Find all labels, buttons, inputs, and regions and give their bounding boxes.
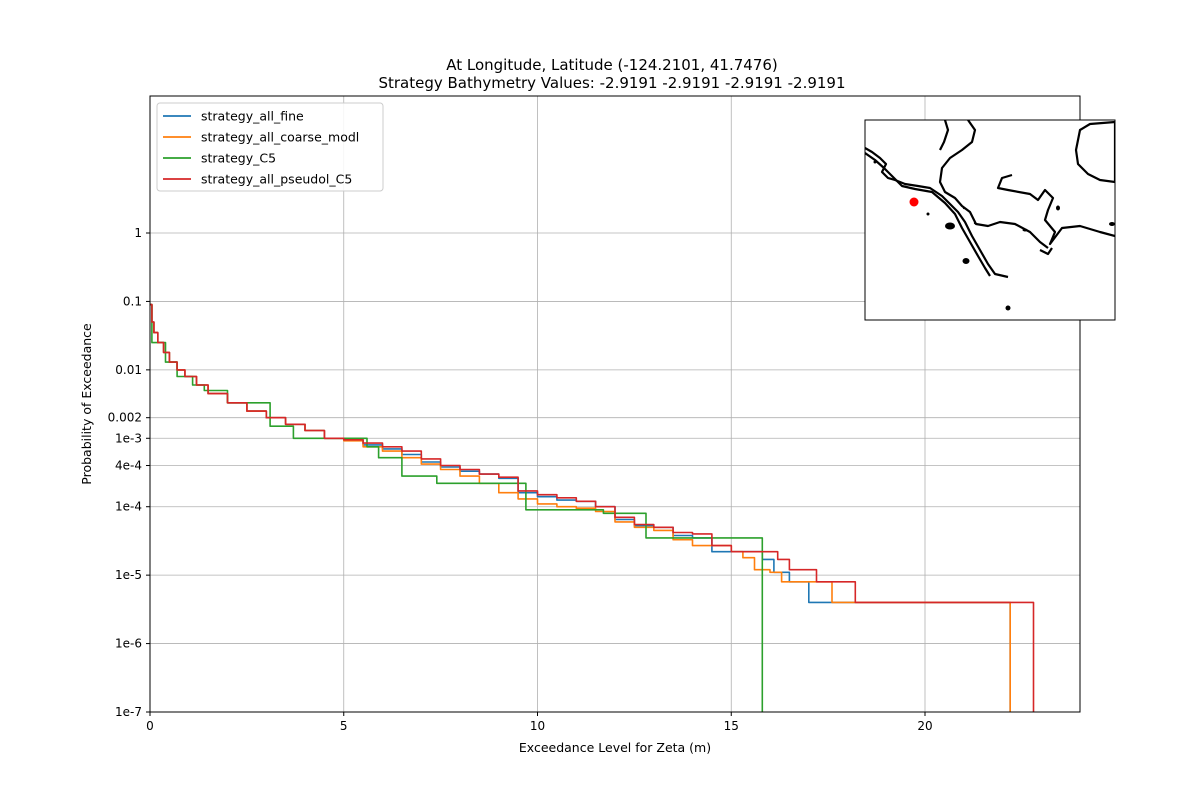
y-tick-label: 1e-3 — [115, 431, 142, 445]
x-tick-label: 0 — [146, 719, 154, 733]
legend-box — [156, 102, 384, 192]
legend-label: strategy_C5 — [201, 151, 276, 166]
x-tick-label: 20 — [917, 719, 932, 733]
plot-frame — [149, 95, 1081, 713]
y-tick-label: 0.002 — [108, 411, 142, 425]
y-tick-label: 1e-5 — [115, 568, 142, 582]
y-tick-label: 4e-4 — [115, 459, 142, 473]
inset-map — [864, 119, 1116, 321]
legend-label: strategy_all_fine — [201, 109, 304, 124]
series-line-strategy_all_coarse_modl — [150, 303, 1011, 712]
x-tick-label: 5 — [340, 719, 348, 733]
coastline-outline — [865, 120, 1115, 279]
x-axis-label: Exceedance Level for Zeta (m) — [519, 740, 711, 755]
y-tick-label: 0.01 — [115, 363, 142, 377]
location-marker — [909, 197, 919, 207]
series-line-strategy_C5 — [150, 303, 764, 712]
y-tick-label: 1e-4 — [115, 500, 142, 514]
islands — [873, 160, 1115, 311]
y-axis-label: Probability of Exceedance — [79, 323, 94, 485]
y-tick-label: 1e-6 — [115, 637, 142, 651]
x-tick-label: 10 — [530, 719, 545, 733]
legend-label: strategy_all_pseudol_C5 — [201, 172, 352, 187]
y-tick-label: 1 — [134, 226, 142, 240]
inset-map-frame — [864, 119, 1116, 321]
x-tick-label: 15 — [724, 719, 739, 733]
legend-label: strategy_all_coarse_modl — [201, 130, 359, 145]
axis-ticks: 0 5 10 15 20 1 0.1 0.01 0.002 1e-3 4e-4 1e-4 1e-5 1e-… — [108, 226, 933, 733]
legend: strategy_all_fine strategy_all_coarse_mod… — [156, 102, 384, 192]
grid — [149, 96, 1080, 713]
y-tick-label: 1e-7 — [115, 705, 142, 719]
series-lines — [150, 303, 1035, 712]
y-tick-label: 0.1 — [123, 294, 142, 308]
chart-title-line-2: Strategy Bathymetry Values: -2.9191 -2.9… — [378, 74, 845, 92]
chart-title-line-1: At Longitude, Latitude (-124.2101, 41.74… — [446, 56, 778, 74]
series-line-strategy_all_pseudol_C5 — [150, 303, 1035, 712]
